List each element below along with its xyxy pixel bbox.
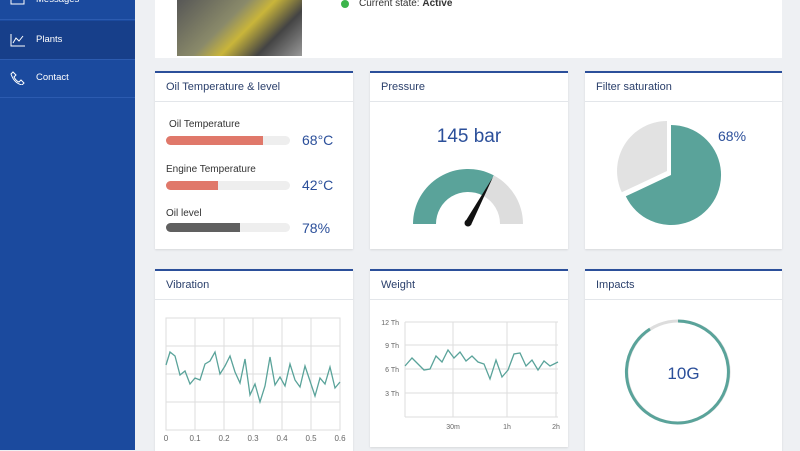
sidebar: Messages Plants Contact	[0, 0, 135, 450]
divider	[585, 299, 782, 300]
nav-item[interactable]: Plants	[0, 21, 135, 60]
x-tick-label: 0.3	[247, 434, 259, 443]
weight-chart: 12 Th 9 Th 6 Th 3 Th 30m 1h 2h	[381, 320, 560, 431]
icon	[10, 0, 25, 5]
y-tick-label: 6 Th	[385, 367, 399, 374]
grid	[166, 318, 340, 430]
top-card: Current state: Active	[155, 0, 782, 58]
plant-image	[177, 0, 302, 56]
status-value: Active	[422, 0, 453, 9]
x-tick-label: 0.5	[305, 434, 317, 443]
level-bar	[166, 136, 263, 145]
track	[166, 181, 290, 190]
pie	[617, 121, 722, 225]
pie-rest	[617, 121, 667, 193]
row-label: Engine Temperature	[166, 164, 256, 175]
weight-line	[404, 348, 559, 381]
status-label: Current state:	[359, 0, 420, 9]
card-oil: Oil Temperature & level Oil Temperature …	[155, 71, 353, 249]
x-tick-label: 30m	[446, 424, 460, 431]
divider	[155, 101, 353, 102]
row-label: Oil Temperature	[169, 119, 240, 130]
nav-label: Contact	[36, 72, 69, 83]
grid	[404, 321, 558, 418]
level-bar	[166, 223, 240, 232]
card-title: Vibration	[166, 279, 210, 291]
ring	[624, 319, 731, 425]
status: Current state: Active	[359, 0, 452, 9]
pie-fill	[625, 124, 722, 225]
card-title: Oil Temperature & level	[166, 81, 281, 93]
divider	[370, 299, 568, 300]
needle	[465, 177, 493, 225]
x-tick-label: 2h	[552, 424, 560, 431]
level-bar	[166, 181, 218, 190]
row-value: 42°C	[302, 177, 334, 193]
nav-label: Messages	[36, 0, 79, 19]
vibration-line	[165, 350, 341, 405]
gauge-rest	[483, 175, 523, 224]
divider	[585, 101, 782, 102]
x-tick-label: 0.1	[189, 434, 201, 443]
row-value: 78%	[302, 220, 331, 236]
x-tick-label: 0.6	[334, 434, 346, 443]
pressure-value: 145 bar	[436, 126, 502, 147]
nav-item[interactable]: Messages	[0, 0, 135, 20]
icon	[10, 71, 25, 85]
needle-hub	[464, 219, 472, 227]
x-tick-label: 1h	[503, 424, 511, 431]
status-dot	[341, 0, 349, 8]
gauge	[413, 168, 523, 227]
gauge-fill	[413, 168, 494, 224]
y-tick-label: 9 Th	[385, 343, 399, 350]
card-title: Weight	[381, 279, 416, 291]
card-title: Filter saturation	[596, 81, 672, 93]
x-tick-label: 0.4	[276, 434, 288, 443]
ring-fill	[624, 319, 730, 425]
track	[166, 136, 290, 145]
nav-item[interactable]: Contact	[0, 59, 135, 98]
y-tick-label: 12 Th	[381, 320, 399, 327]
y-tick-label: 3 Th	[385, 391, 399, 398]
card-title: Impacts	[596, 279, 635, 291]
impacts-value: 10G	[667, 364, 700, 383]
nav-label: Plants	[36, 34, 63, 45]
x-tick-label: 0.2	[218, 434, 230, 443]
card-vibration: Vibration	[155, 269, 353, 451]
card-impacts: Impacts 10G	[585, 269, 782, 451]
divider	[155, 299, 353, 300]
x-tick-label: 0	[164, 434, 169, 443]
icon	[10, 34, 25, 47]
divider	[370, 101, 568, 102]
row-label: Oil level	[166, 208, 202, 219]
card-title: Pressure	[381, 81, 426, 93]
filter-value: 68%	[718, 128, 747, 144]
row-value: 68°C	[302, 132, 334, 148]
track	[166, 223, 290, 232]
vibration-chart: 0 0.1 0.2 0.3 0.4 0.5 0.6	[164, 317, 346, 443]
